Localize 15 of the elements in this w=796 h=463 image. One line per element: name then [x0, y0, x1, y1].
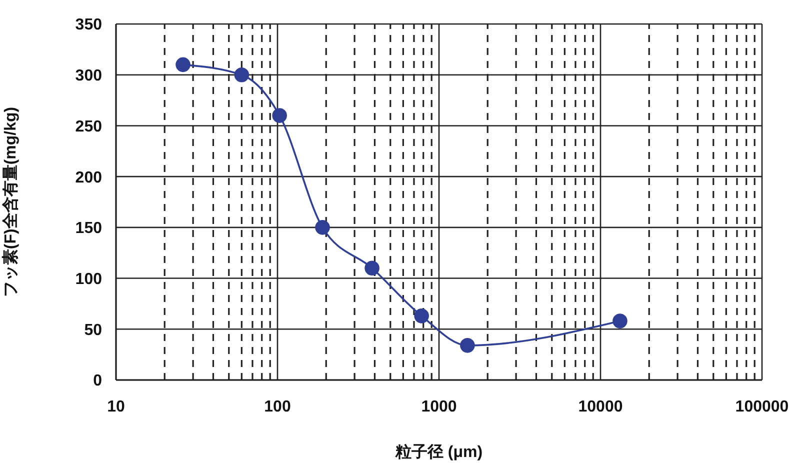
y-tick-label: 300	[75, 68, 102, 85]
x-tick-label: 100	[264, 398, 291, 416]
y-tick-label: 250	[75, 118, 102, 136]
y-tick-label: 350	[75, 16, 102, 34]
x-tick-label: 100000	[735, 398, 789, 416]
x-tick-label: 10	[107, 398, 125, 416]
y-tick-label: 200	[75, 169, 102, 186]
x-axis-title: 粒子径 (μm)	[394, 443, 483, 461]
y-axis-title: フッ素(F)全含有量(mg/kg)	[2, 106, 20, 298]
x-tick-label: 1000	[421, 398, 457, 416]
y-tick-label: 0	[93, 372, 102, 390]
x-tick-label: 10000	[578, 398, 623, 416]
y-tick-label: 100	[75, 270, 102, 288]
y-tick-label: 150	[75, 220, 102, 238]
y-tick-label: 50	[84, 322, 102, 339]
